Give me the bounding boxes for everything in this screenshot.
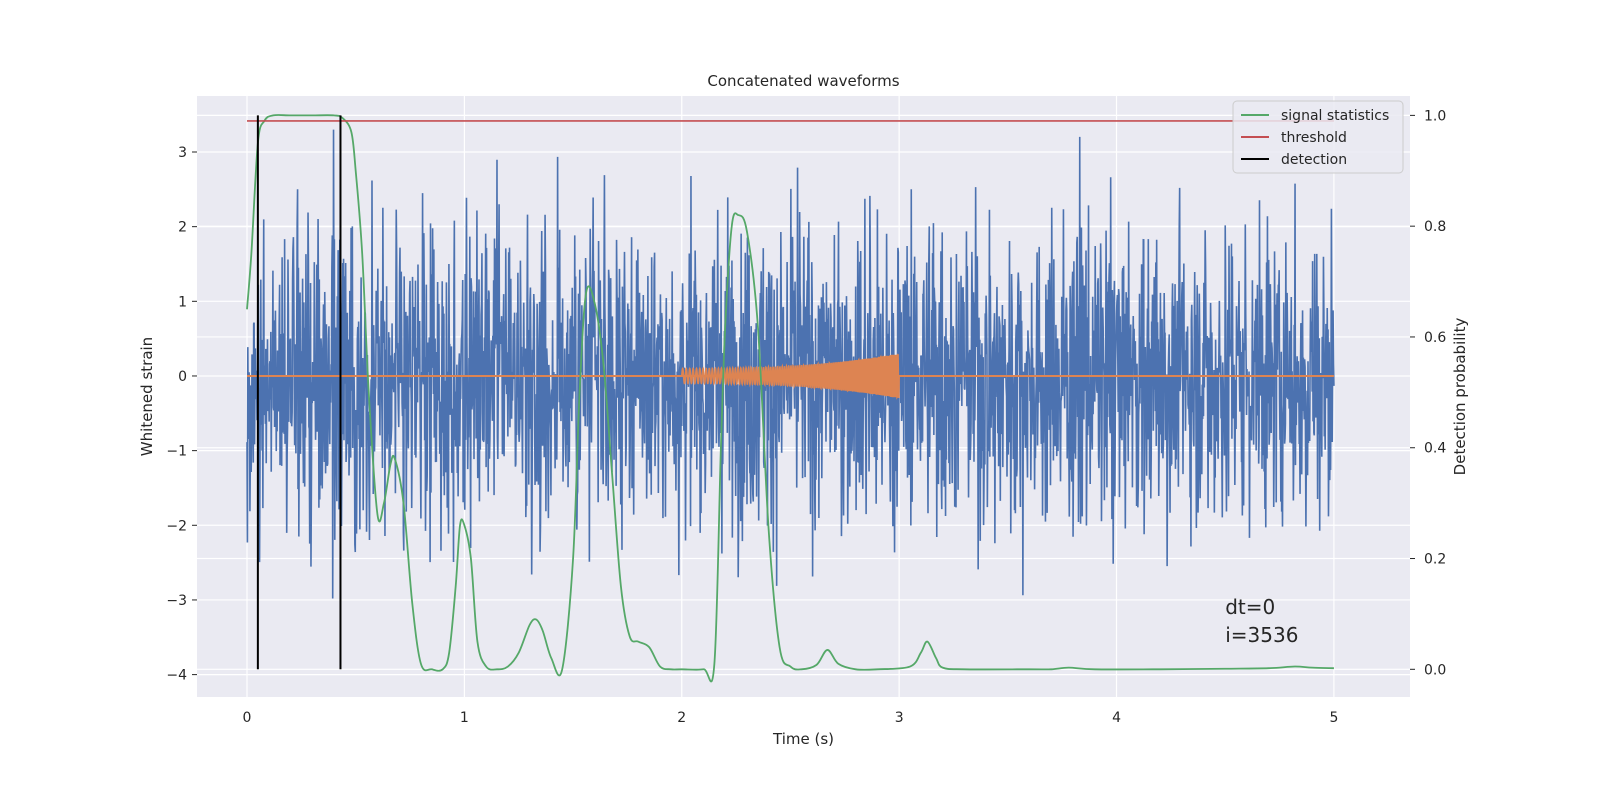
y-tick-label: −4 bbox=[166, 668, 187, 684]
y2-tick-label: 0.8 bbox=[1424, 219, 1446, 235]
chirp-series bbox=[246, 353, 1334, 400]
legend: signal statistics threshold detection bbox=[1232, 100, 1404, 174]
x-tick-label: 0 bbox=[243, 710, 252, 726]
tick-labels: 0 1 2 3 4 5 3 2 1 0 −1 −2 −3 −4 1.0 0.8 0.6 0.4 0.2 0.0 bbox=[166, 108, 1446, 726]
x-tick-label: 1 bbox=[460, 710, 469, 726]
y2-axis-label: Detection probability bbox=[1451, 318, 1469, 476]
legend-label: detection bbox=[1281, 152, 1347, 168]
x-tick-label: 4 bbox=[1112, 710, 1121, 726]
y-tick-label: 0 bbox=[178, 369, 187, 385]
chirp-line bbox=[680, 353, 900, 400]
y-tick-label: 1 bbox=[178, 294, 187, 310]
y2-tick-label: 1.0 bbox=[1424, 108, 1446, 124]
y2-tick-label: 0.6 bbox=[1424, 330, 1446, 346]
probability-series bbox=[246, 114, 1334, 683]
x-tick-label: 3 bbox=[895, 710, 904, 726]
legend-label: signal statistics bbox=[1281, 108, 1389, 124]
annotation-dt: dt=0 bbox=[1225, 595, 1275, 619]
y2-tick-label: 0.2 bbox=[1424, 552, 1446, 568]
noise-series bbox=[246, 129, 1335, 599]
noise-line bbox=[246, 129, 1335, 599]
y-tick-label: −1 bbox=[166, 444, 187, 460]
chart-title: Concatenated waveforms bbox=[707, 72, 899, 90]
signal-statistics-line bbox=[246, 114, 1334, 683]
y2-tick-label: 0.0 bbox=[1424, 662, 1446, 678]
y2-tick-label: 0.4 bbox=[1424, 441, 1446, 457]
y-tick-label: 3 bbox=[178, 145, 187, 161]
y-tick-label: 2 bbox=[178, 220, 187, 236]
x-tick-label: 5 bbox=[1329, 710, 1338, 726]
y-tick-label: −2 bbox=[166, 518, 187, 534]
y-tick-label: −3 bbox=[166, 593, 187, 609]
y-axis-label: Whitened strain bbox=[138, 337, 156, 456]
x-axis-label: Time (s) bbox=[772, 730, 834, 748]
legend-box bbox=[1232, 100, 1404, 174]
annotation-index: i=3536 bbox=[1225, 623, 1298, 647]
legend-label: threshold bbox=[1281, 130, 1347, 146]
x-tick-label: 2 bbox=[677, 710, 686, 726]
